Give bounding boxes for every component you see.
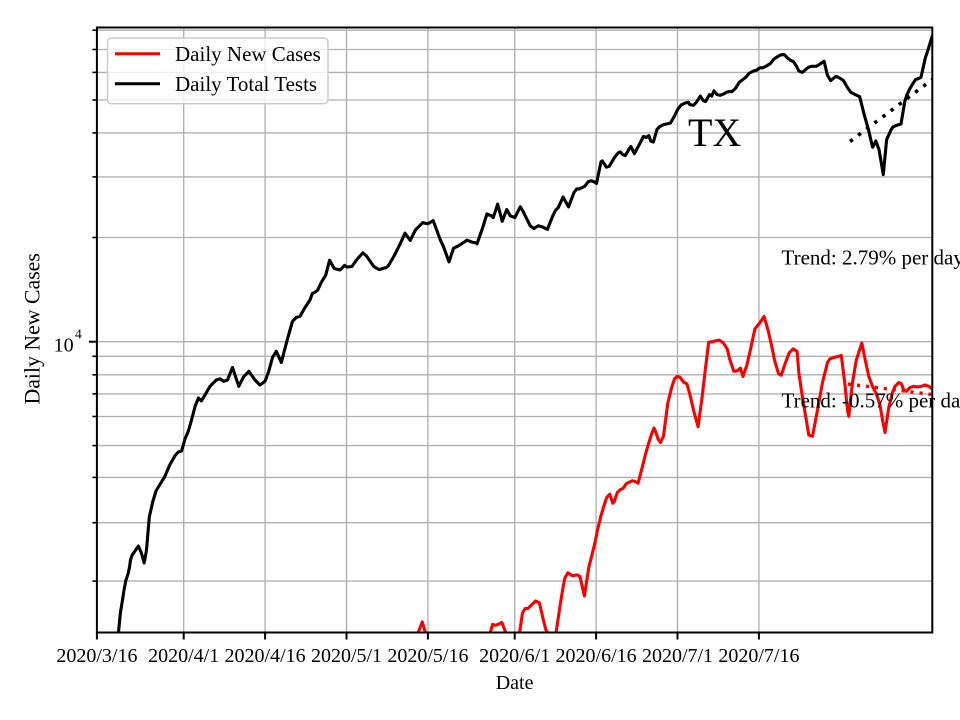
svg-text:10: 10 [54,335,74,357]
svg-text:Trend: -0.57% per day: Trend: -0.57% per day [782,389,960,413]
svg-text:TX: TX [688,110,741,155]
svg-text:Trend: 2.79% per day: Trend: 2.79% per day [782,246,960,270]
svg-text:2020/6/16: 2020/6/16 [556,645,637,667]
svg-text:2020/4/16: 2020/4/16 [225,645,306,667]
svg-text:2020/3/16: 2020/3/16 [56,645,137,667]
svg-text:Daily New Cases: Daily New Cases [175,42,321,66]
svg-text:2020/5/16: 2020/5/16 [387,645,468,667]
svg-text:Date: Date [496,672,534,694]
svg-text:4: 4 [75,327,82,342]
svg-text:Daily Total Tests: Daily Total Tests [175,72,317,96]
svg-text:2020/7/1: 2020/7/1 [642,645,713,667]
svg-text:2020/6/1: 2020/6/1 [479,645,550,667]
svg-text:2020/7/16: 2020/7/16 [718,645,799,667]
svg-text:Daily New Cases: Daily New Cases [21,253,45,404]
svg-text:2020/4/1: 2020/4/1 [148,645,219,667]
svg-text:2020/5/1: 2020/5/1 [311,645,382,667]
